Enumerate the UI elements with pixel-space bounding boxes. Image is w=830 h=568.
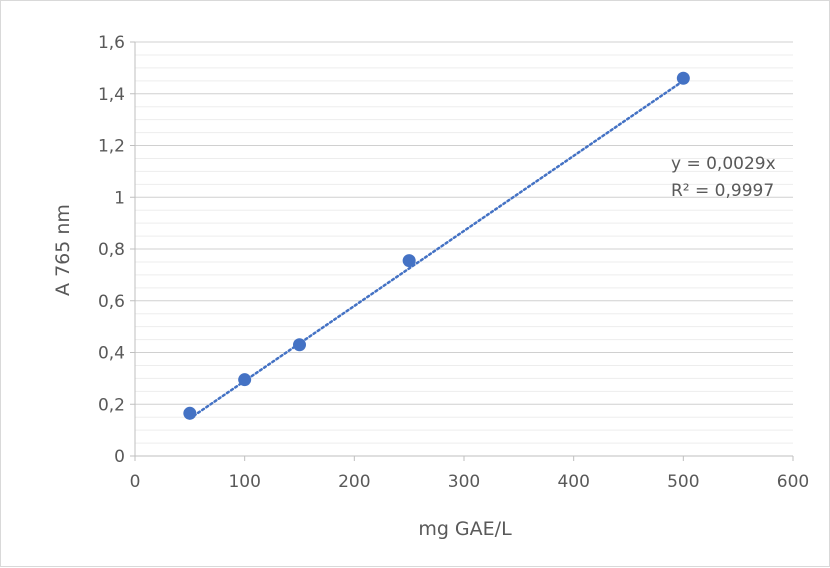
- trendline-equation: y = 0,0029x: [671, 154, 776, 174]
- y-tick-labels: 0 0,2 0,4 0,6 0,8 1 1,2 1,4 1,6: [98, 33, 125, 467]
- y-tick-label: 0,4: [98, 344, 125, 364]
- data-point: [238, 373, 252, 387]
- r-squared-label: R² = 0,9997: [671, 181, 774, 201]
- x-tick-label: 100: [228, 472, 260, 492]
- data-points: [183, 71, 690, 420]
- y-axis-title: A 765 nm: [52, 204, 74, 296]
- data-point: [183, 406, 197, 420]
- y-tick-label: 1: [114, 188, 125, 208]
- x-tick-label: 600: [777, 472, 809, 492]
- data-point: [293, 338, 306, 352]
- x-tick-label: 0: [130, 472, 141, 492]
- x-tick-label: 500: [667, 472, 699, 492]
- y-tick-label: 1,4: [98, 85, 125, 105]
- y-tick-label: 0,8: [98, 240, 125, 260]
- y-tick-label: 0,6: [98, 292, 125, 312]
- x-tick-label: 400: [557, 472, 589, 492]
- data-point: [676, 71, 690, 85]
- x-tick-label: 300: [448, 472, 480, 492]
- y-tick-label: 1,6: [98, 33, 125, 53]
- y-tick-label: 0: [114, 447, 125, 467]
- axes: [130, 41, 794, 461]
- y-tick-label: 0,2: [98, 395, 125, 415]
- x-tick-label: 200: [338, 472, 370, 492]
- trendline: [188, 79, 685, 420]
- major-gridlines: [135, 41, 793, 405]
- y-tick-label: 1,2: [98, 137, 125, 157]
- x-tick-labels: 0 100 200 300 400 500 600: [130, 472, 810, 492]
- trendline-layer: [188, 79, 685, 420]
- x-axis-title: mg GAE/L: [418, 518, 512, 540]
- data-point: [402, 254, 416, 268]
